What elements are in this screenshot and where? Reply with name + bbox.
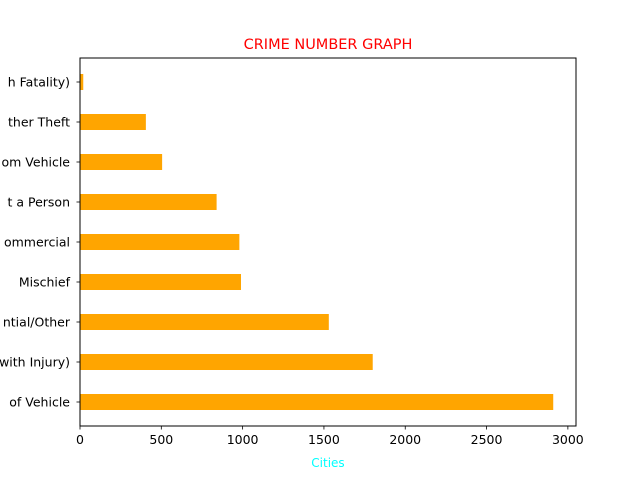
y-tick-label-4: Mischief [19,275,71,290]
plot-frame [79,57,577,427]
y-axis: of Vehicle with Injury) ntial/Other Mischie… [0,75,80,410]
chart-title: CRIME NUMBER GRAPH [244,37,413,53]
y-tick-label-3: ntial/Other [3,315,71,330]
bar-4 [80,274,241,290]
x-tick-label-6: 2500 [471,432,503,447]
y-tick-label-1: of Vehicle [9,395,70,410]
y-tick-label-7: om Vehicle [2,155,71,170]
bar-6 [80,194,217,210]
bar-9 [80,74,84,90]
y-tick-label-9: h Fatality) [8,75,70,90]
x-axis-label: Cities [311,456,344,470]
x-tick-label-4: 1500 [308,432,340,447]
y-tick-label-2: with Injury) [0,355,70,370]
x-tick-label-2: 500 [149,432,173,447]
bar-1 [80,394,554,410]
bar-3 [80,314,329,330]
y-tick-label-5: ommercial [4,235,70,250]
y-tick-label-8: ther Theft [8,115,70,130]
bar-8 [80,114,146,130]
x-axis: 0 500 1000 1500 2000 2500 3000 [76,426,584,447]
y-tick-label-6: t a Person [7,195,70,210]
x-tick-label-3: 1000 [227,432,259,447]
bar-5 [80,234,240,250]
bars-group [80,74,554,410]
x-tick-label-5: 2000 [389,432,421,447]
bar-7 [80,154,163,170]
bar-2 [80,354,373,370]
x-tick-label-1: 0 [76,432,84,447]
x-tick-label-7: 3000 [552,432,584,447]
